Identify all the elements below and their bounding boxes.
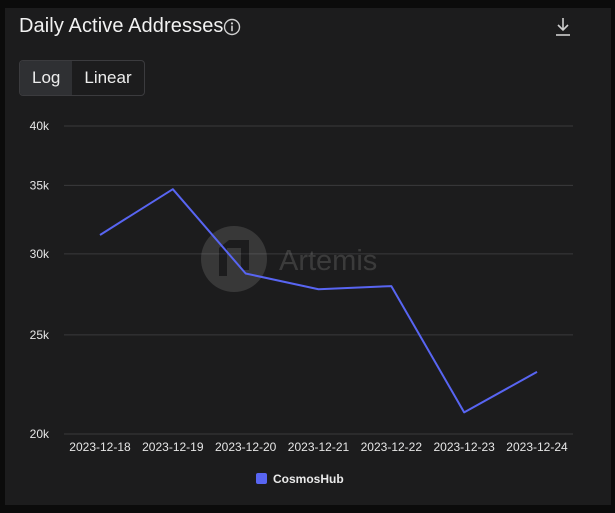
x-tick-label: 2023-12-24	[506, 440, 568, 454]
chart-title: Daily Active Addresses	[19, 15, 224, 37]
data-point[interactable]	[534, 369, 540, 375]
download-icon[interactable]	[553, 16, 573, 38]
data-point[interactable]	[97, 232, 103, 238]
artemis-watermark: Artemis	[201, 226, 377, 292]
y-tick-label: 30k	[30, 247, 50, 261]
x-tick-label: 2023-12-20	[215, 440, 277, 454]
chart-card: Daily Active Addresses Log Linear Artemi…	[5, 8, 611, 505]
legend-label: CosmosHub	[273, 472, 344, 486]
scale-toggle: Log Linear	[19, 60, 145, 96]
y-tick-label: 25k	[30, 328, 50, 342]
data-point[interactable]	[243, 271, 249, 277]
legend[interactable]: CosmosHub	[256, 472, 344, 486]
linear-scale-button[interactable]: Linear	[84, 68, 132, 87]
log-scale-button[interactable]: Log	[20, 61, 73, 95]
x-tick-label: 2023-12-22	[361, 440, 423, 454]
data-point[interactable]	[388, 283, 394, 289]
x-tick-label: 2023-12-18	[69, 440, 131, 454]
y-tick-label: 40k	[30, 119, 50, 133]
x-axis-labels: 2023-12-18 2023-12-19 2023-12-20 2023-12-21…	[69, 440, 568, 454]
y-tick-label: 35k	[30, 178, 50, 192]
data-point[interactable]	[316, 286, 322, 292]
x-tick-label: 2023-12-23	[433, 440, 495, 454]
legend-swatch	[256, 473, 267, 484]
data-point[interactable]	[170, 186, 176, 192]
grid-layer	[64, 125, 573, 435]
series-layer	[97, 186, 540, 415]
data-point[interactable]	[461, 409, 467, 415]
y-axis-labels: 20k 25k 30k 35k 40k	[30, 119, 50, 441]
y-tick-label: 20k	[30, 427, 50, 441]
x-tick-label: 2023-12-21	[288, 440, 350, 454]
x-tick-label: 2023-12-19	[142, 440, 204, 454]
watermark-text: Artemis	[279, 245, 377, 277]
info-circle-icon[interactable]	[223, 18, 241, 36]
series-line[interactable]	[99, 188, 538, 414]
